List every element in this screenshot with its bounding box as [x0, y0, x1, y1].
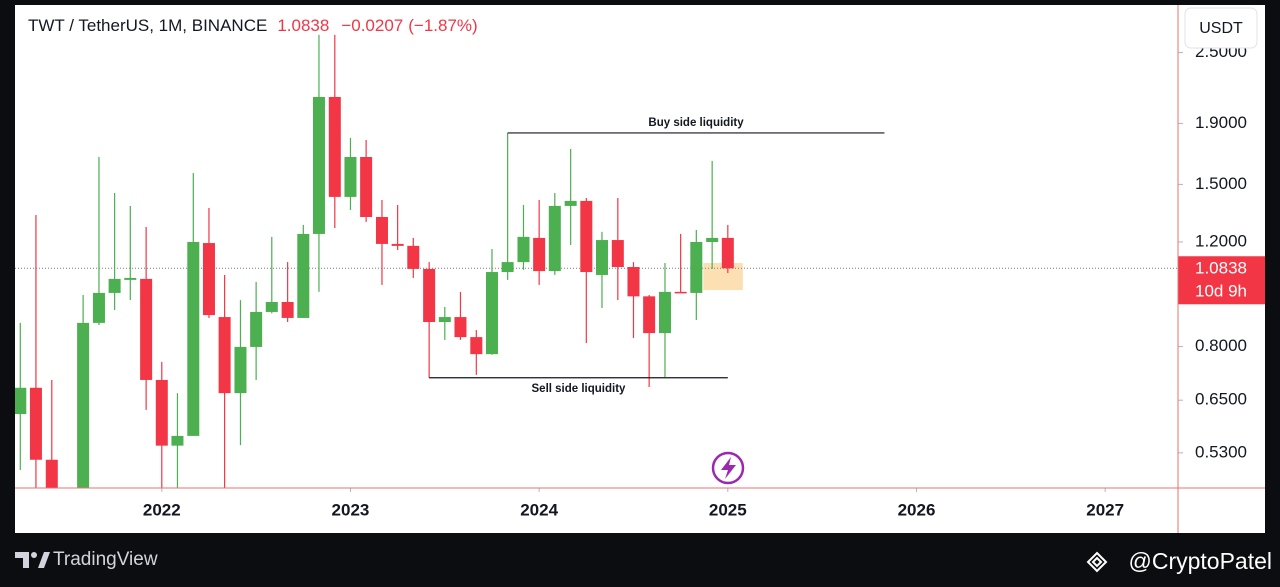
y-tick-label: 0.6500 [1195, 390, 1247, 409]
x-tick-label: 2025 [709, 500, 747, 519]
candle-body [218, 317, 231, 394]
candle-body [265, 301, 278, 312]
candle-body [501, 262, 514, 273]
candle-body [281, 301, 294, 318]
candle-body [658, 291, 671, 334]
candle-body [580, 200, 593, 273]
candle-body [77, 322, 90, 488]
candle-body [29, 387, 42, 460]
countdown-label: 10d 9h [1195, 282, 1247, 301]
watermark-icon [1086, 551, 1108, 573]
candle-body [627, 267, 640, 297]
candle-body [15, 387, 27, 415]
candle-body [533, 237, 546, 272]
candle-body [202, 243, 215, 316]
candle-body [187, 241, 200, 436]
annotation-label: Buy side liquidity [648, 117, 744, 129]
header: TWT / TetherUS, 1M, BINANCE 1.0838 −0.0207… [28, 16, 478, 35]
chart-title: TWT / TetherUS, 1M, BINANCE [28, 16, 267, 35]
candle-body [674, 291, 687, 294]
y-tick-label: 1.5000 [1195, 174, 1247, 193]
candle-body [360, 156, 373, 217]
candle-body [155, 379, 168, 446]
candle-body [485, 272, 498, 355]
candle-body [171, 435, 184, 446]
candle-body [706, 237, 719, 242]
candle-body [548, 205, 561, 272]
price-change-pct: (−1.87%) [408, 16, 477, 35]
currency-button[interactable] [1184, 7, 1258, 49]
candle-body [643, 296, 656, 334]
candle-body [140, 278, 153, 380]
chart-panel [15, 5, 1265, 533]
candle-body [721, 237, 734, 269]
candle-body [595, 240, 608, 275]
candle-body [92, 292, 105, 323]
candle-body [454, 317, 467, 338]
candle-body [470, 337, 483, 355]
y-tick-label: 0.5300 [1195, 442, 1247, 461]
candle-body [297, 233, 310, 318]
x-tick-label: 2023 [332, 500, 370, 519]
last-price-box [1178, 256, 1265, 305]
currency-label[interactable]: USDT [1199, 20, 1243, 37]
candle-body [328, 96, 341, 197]
candle-body [108, 278, 121, 293]
candle-body [690, 241, 703, 293]
last-price-axis-label: 1.0838 [1195, 259, 1247, 278]
overlay: 0.53000.65000.80001.20001.50001.90002.50… [143, 42, 1265, 519]
y-tick-label: 0.8000 [1195, 336, 1247, 355]
candle-body [438, 317, 451, 323]
candle-body [312, 96, 325, 234]
candle-body [611, 240, 624, 268]
candle-body [407, 245, 420, 269]
tradingview-logo [15, 552, 50, 568]
last-price: 1.0838 [277, 16, 329, 35]
y-tick-label: 1.2000 [1195, 231, 1247, 250]
candle-body [564, 200, 577, 206]
events-icon[interactable] [711, 451, 745, 485]
candle-body [391, 243, 404, 246]
plot-area: Buy side liquidity Sell side liquidity [15, 34, 1178, 488]
annotation-label: Sell side liquidity [532, 383, 627, 395]
candle-body [124, 277, 137, 280]
y-tick-label: 1.9000 [1195, 113, 1247, 132]
watermark: @CryptoPatel [1128, 548, 1272, 574]
candle-body [423, 268, 436, 323]
candle-body [344, 156, 357, 197]
x-tick-label: 2027 [1086, 500, 1124, 519]
x-tick-label: 2026 [898, 500, 936, 519]
price-change: −0.0207 [341, 16, 403, 35]
x-tick-label: 2022 [143, 500, 181, 519]
candle-body [517, 236, 530, 263]
platform-name: TradingView [53, 549, 158, 570]
candle-body [45, 459, 58, 488]
candle-body [250, 311, 263, 347]
candle-body [375, 216, 388, 244]
x-tick-label: 2024 [520, 500, 558, 519]
candle-body [234, 346, 247, 394]
